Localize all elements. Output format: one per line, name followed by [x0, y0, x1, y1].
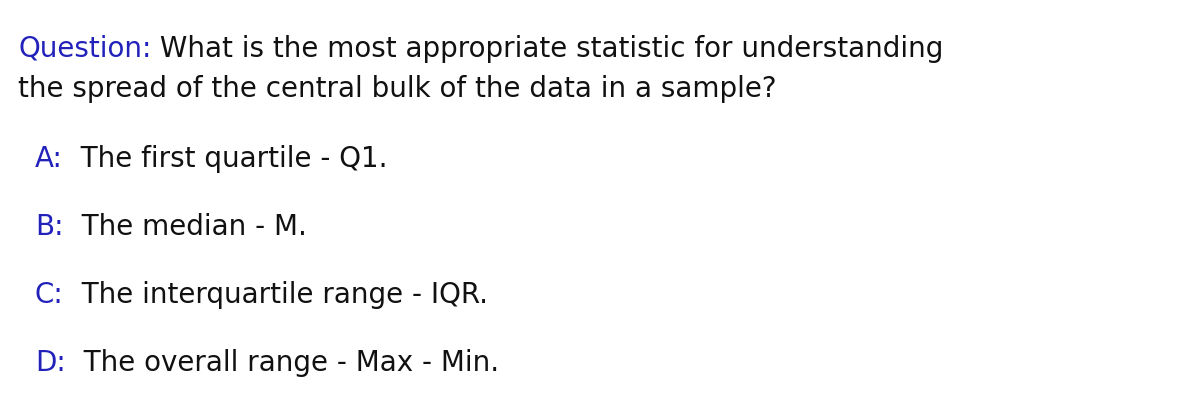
Text: The first quartile - Q1.: The first quartile - Q1.: [62, 145, 388, 173]
Text: The overall range - Max - Min.: The overall range - Max - Min.: [66, 348, 499, 376]
Text: The interquartile range - IQR.: The interquartile range - IQR.: [64, 280, 487, 308]
Text: What is the most appropriate statistic for understanding: What is the most appropriate statistic f…: [151, 35, 943, 63]
Text: B:: B:: [35, 213, 64, 240]
Text: C:: C:: [35, 280, 64, 308]
Text: A:: A:: [35, 145, 62, 173]
Text: The median - M.: The median - M.: [64, 213, 306, 240]
Text: the spread of the central bulk of the data in a sample?: the spread of the central bulk of the da…: [18, 75, 776, 103]
Text: D:: D:: [35, 348, 66, 376]
Text: Question:: Question:: [18, 35, 151, 63]
